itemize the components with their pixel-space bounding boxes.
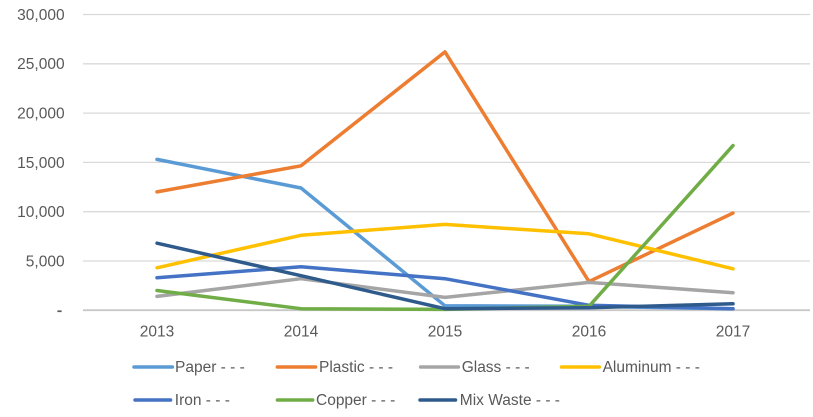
svg-text:5,000: 5,000 [26, 253, 65, 270]
svg-text:2014: 2014 [284, 323, 319, 340]
svg-text:2016: 2016 [572, 323, 606, 340]
svg-text:Aluminum - - -: Aluminum - - - [603, 359, 700, 376]
svg-text:Iron - - -: Iron - - - [175, 392, 230, 409]
svg-text:2017: 2017 [716, 323, 750, 340]
svg-text:Mix Waste - - -: Mix Waste - - - [460, 392, 560, 409]
svg-text:Copper - - -: Copper - - - [316, 392, 395, 409]
svg-text:20,000: 20,000 [17, 106, 65, 123]
svg-text:15,000: 15,000 [17, 155, 65, 172]
svg-text:Paper - - -: Paper - - - [175, 359, 245, 376]
svg-text:25,000: 25,000 [17, 56, 65, 73]
svg-text:30,000: 30,000 [17, 7, 65, 24]
svg-text:10,000: 10,000 [17, 204, 65, 221]
svg-text:2015: 2015 [428, 323, 462, 340]
svg-text:Plastic - - -: Plastic - - - [319, 359, 393, 376]
svg-text:2013: 2013 [140, 323, 174, 340]
svg-text:Glass - - -: Glass - - - [462, 359, 530, 376]
